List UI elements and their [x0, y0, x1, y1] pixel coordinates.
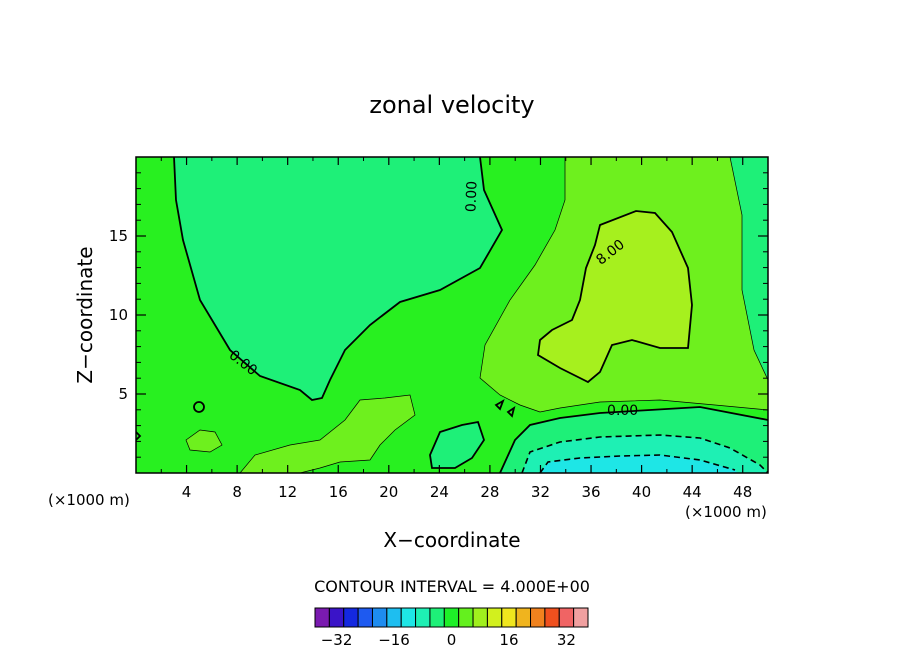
- colorbar-swatch: [544, 607, 560, 628]
- x-tick-label: 32: [531, 483, 550, 501]
- x-unit-right: (×1000 m): [685, 503, 767, 521]
- colorbar-swatch: [573, 607, 589, 628]
- colorbar-swatch: [530, 607, 546, 628]
- four-contour: [479, 157, 768, 413]
- positive-region-8: [538, 211, 692, 382]
- x-tick-label: 28: [480, 483, 499, 501]
- zero-contour-small-2: [494, 398, 505, 411]
- x-tick-label: 4: [182, 483, 192, 501]
- positive-blob-bottom-3: [430, 422, 484, 468]
- positive-blob-bottom-1: [186, 430, 222, 452]
- x-tick-label: 8: [232, 483, 242, 501]
- colorbar-swatch: [515, 607, 532, 628]
- contour-label: 0.00: [607, 403, 638, 419]
- zero-contour-bottom: [499, 406, 768, 473]
- colorbar-swatch: [458, 607, 474, 628]
- colorbar-swatch: [386, 607, 402, 628]
- zero-contour-small-4: [136, 431, 142, 441]
- contour-interval-text: CONTOUR INTERVAL = 4.000E+00: [314, 577, 590, 596]
- x-tick-label: 24: [430, 483, 449, 501]
- colorbar-tick-label: −16: [378, 631, 410, 649]
- negative-region-12: [540, 455, 738, 473]
- neg-four-contour: [521, 434, 768, 473]
- y-axis-label: Z−coordinate: [73, 246, 97, 383]
- x-tick-label: 12: [278, 483, 297, 501]
- colorbar-swatch: [558, 607, 575, 628]
- colorbar-swatch: [429, 607, 445, 628]
- colorbar-swatch: [443, 607, 460, 628]
- colorbar-swatch: [472, 607, 488, 628]
- zero-contour-small-1: [193, 401, 205, 413]
- y-tick-label: 5: [118, 385, 128, 403]
- colorbar-swatch: [486, 607, 503, 628]
- four-contour-right: [729, 157, 768, 381]
- contour-label: 0.00: [463, 181, 480, 213]
- x-tick-label: 36: [581, 483, 600, 501]
- y-tick-label: 15: [109, 227, 128, 245]
- colorbar-swatch: [343, 607, 359, 628]
- x-tick-label: 40: [632, 483, 651, 501]
- negative-region-right-edge: [730, 157, 768, 380]
- colorbar-swatch: [371, 607, 388, 628]
- x-tick-label: 44: [683, 483, 702, 501]
- colorbar-swatch: [314, 607, 330, 628]
- colorbar-tick-label: 32: [557, 631, 576, 649]
- colorbar-tick-label: −32: [321, 631, 353, 649]
- colorbar-swatch: [501, 607, 517, 628]
- y-tick-label: 10: [109, 306, 128, 324]
- x-unit-left: (×1000 m): [48, 491, 130, 509]
- x-tick-label: 48: [733, 483, 752, 501]
- colorbar-tick-labels: −32 −16 0 16 32: [321, 631, 576, 649]
- x-tick-label: 16: [329, 483, 348, 501]
- zero-contour-left: [173, 157, 504, 401]
- chart-title: zonal velocity: [369, 91, 534, 119]
- colorbar-tick-label: 16: [499, 631, 518, 649]
- colorbar-swatch: [400, 607, 417, 628]
- eight-contour: [537, 210, 693, 384]
- zero-contour-small-3: [506, 405, 516, 418]
- neg-eight-contour: [539, 454, 736, 473]
- negative-blob-bottom-4: [136, 455, 240, 473]
- x-axis-label: X−coordinate: [383, 528, 520, 552]
- plot-area: 0.000.008.000.00 4 8 12 16 20 24 28 32 36 40 44 48 …: [109, 156, 769, 501]
- colorbar-swatch: [328, 607, 345, 628]
- colorbar: [314, 607, 589, 628]
- colorbar-swatch: [357, 607, 373, 628]
- colorbar-swatch: [415, 607, 431, 628]
- x-tick-label: 20: [379, 483, 398, 501]
- four-contour-blob: [239, 394, 416, 473]
- four-contour-blob-1: [185, 429, 223, 453]
- colorbar-tick-label: 0: [447, 631, 457, 649]
- negative-region-upper-left: [174, 157, 502, 400]
